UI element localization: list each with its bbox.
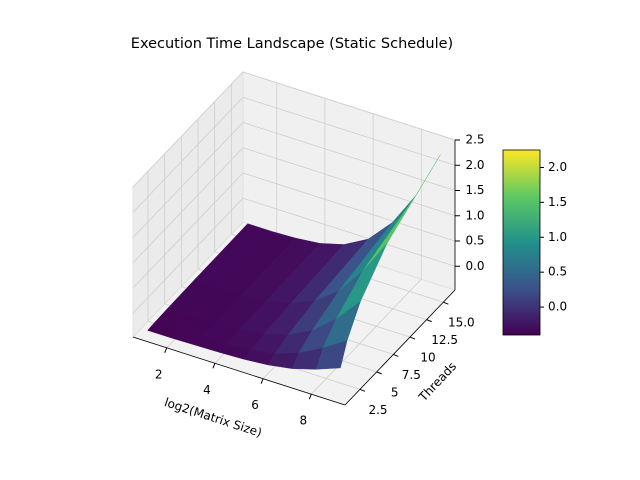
- colorbar-tick-label: 1.0: [548, 230, 567, 244]
- colorbar: [502, 149, 541, 336]
- grid-line: [132, 122, 244, 238]
- grid-line: [242, 71, 456, 141]
- chart-title: Execution Time Landscape (Static Schedul…: [131, 36, 453, 52]
- z-tick-label: 1.5: [465, 183, 484, 197]
- y-axis-label: Threads: [415, 359, 459, 405]
- grid-line: [132, 172, 244, 289]
- x-tick: [308, 393, 312, 400]
- y-tick-label: 7.5: [402, 368, 421, 382]
- x-tick-label: 2: [155, 367, 163, 381]
- x-axis-label: log2(Matrix Size): [163, 395, 264, 440]
- y-tick-label: 2.5: [368, 403, 387, 417]
- y-tick: [376, 371, 382, 375]
- y-tick-label: 5: [391, 385, 399, 399]
- grid-line: [242, 172, 456, 242]
- colorbar-tick-label: 2.0: [548, 160, 567, 174]
- y-tick-label: 12.5: [431, 333, 458, 347]
- grid-line: [132, 147, 244, 264]
- z-tick-label: 0.5: [465, 234, 484, 248]
- grid-line: [242, 147, 456, 217]
- x-tick-label: 8: [299, 414, 307, 428]
- x-tick: [212, 363, 216, 369]
- colorbar-tick-label: 0.0: [548, 300, 567, 314]
- z-tick-label: 1.0: [465, 208, 484, 222]
- grid-line: [242, 122, 456, 191]
- grid-line: [310, 278, 422, 395]
- grid-line: [242, 96, 456, 166]
- axis-line: [132, 336, 346, 406]
- y-tick: [393, 354, 399, 357]
- x-tick: [164, 347, 168, 354]
- x-tick-label: 4: [203, 383, 211, 397]
- grid-line: [132, 96, 244, 213]
- colorbar-tick-label: 1.5: [548, 195, 567, 209]
- y-tick: [443, 301, 449, 305]
- y-tick-label: 10: [420, 351, 435, 365]
- y-tick: [426, 319, 432, 323]
- y-tick: [409, 336, 416, 340]
- grid-line: [132, 71, 244, 188]
- colorbar-tick-label: 0.5: [548, 265, 567, 279]
- grid-line: [132, 197, 244, 314]
- x-tick: [260, 378, 264, 384]
- x-tick-label: 6: [251, 398, 259, 412]
- z-tick-label: 2.5: [465, 133, 484, 147]
- z-tick-label: 0.0: [465, 259, 484, 273]
- y-tick: [359, 388, 366, 392]
- surface-face: [315, 340, 348, 370]
- axis-line: [344, 289, 456, 406]
- grid-line: [242, 197, 456, 267]
- y-tick-label: 15.0: [448, 316, 475, 330]
- z-tick-label: 2.0: [465, 158, 484, 172]
